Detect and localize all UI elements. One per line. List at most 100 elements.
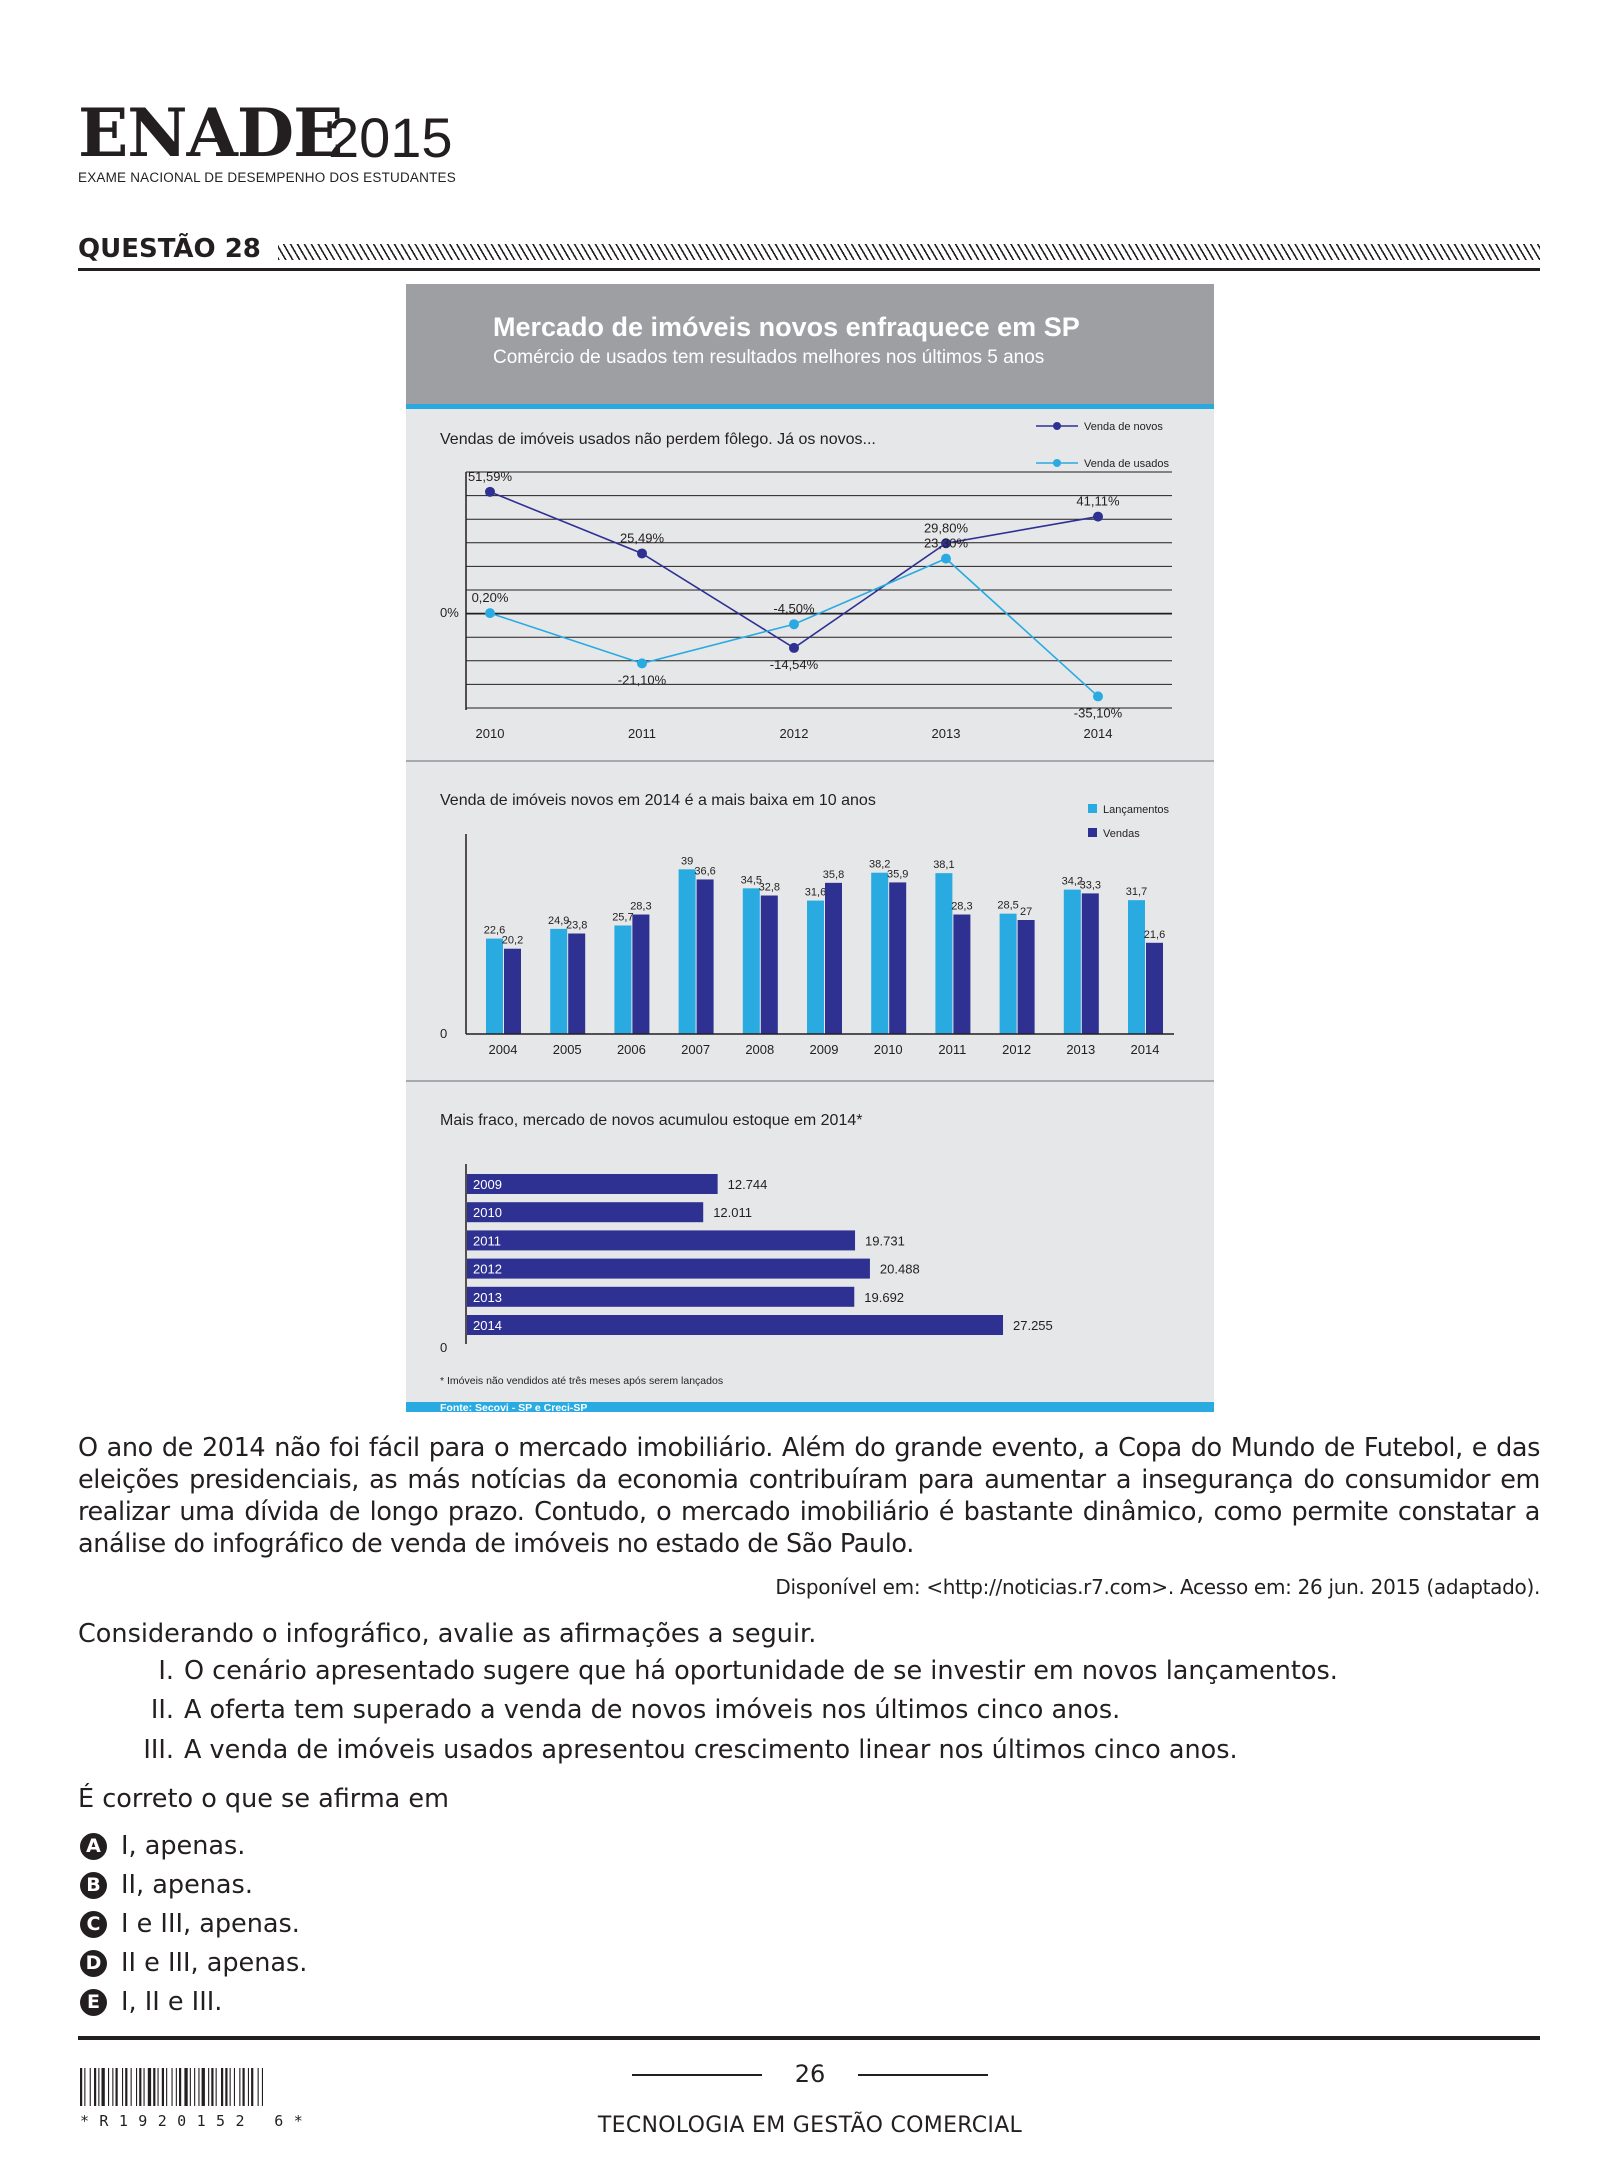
barcode-bar: [201, 2068, 205, 2106]
data-label: 41,11%: [1076, 494, 1120, 509]
enade-logo-year: 2015: [328, 106, 453, 169]
page-number-line-left: [632, 2074, 762, 2076]
option-e[interactable]: E I, II e III.: [80, 1986, 222, 2018]
barcode-bar: [130, 2068, 132, 2106]
page-number: 26: [794, 2060, 826, 2088]
barcode-bar: [184, 2068, 188, 2106]
hbar-value-label: 12.744: [728, 1177, 768, 1192]
data-label: -14,54%: [770, 657, 819, 672]
bar-lancamentos: [614, 925, 632, 1034]
bar-value-label: 21,6: [1144, 929, 1165, 941]
x-tick-label: 2008: [745, 1042, 774, 1057]
line-chart-title: Vendas de imóveis usados não perdem fôle…: [440, 431, 876, 448]
barcode-bar: [147, 2068, 152, 2106]
hbar: [467, 1286, 855, 1307]
footer-course-title: TECNOLOGIA EM GESTÃO COMERCIAL: [597, 2113, 1023, 2138]
data-point: [485, 608, 495, 619]
data-label: 23,30%: [924, 536, 969, 551]
bar-value-label: 28,3: [630, 901, 651, 913]
hbar-value-label: 27.255: [1013, 1318, 1053, 1333]
legend-swatch-lancamentos: [1088, 804, 1097, 813]
data-point: [789, 619, 799, 630]
legend-marker-novos: [1053, 422, 1061, 430]
passage-text: O ano de 2014 não foi fácil para o merca…: [78, 1433, 1540, 1559]
legend-label-lancamentos: Lançamentos: [1103, 804, 1170, 816]
enade-logo-subtitle: EXAME NACIONAL DE DESEMPENHO DOS ESTUDAN…: [78, 170, 456, 185]
question-title-rule: [78, 268, 1540, 271]
barcode-bar: [84, 2068, 86, 2106]
data-point: [941, 538, 951, 549]
legend-marker-usados: [1053, 459, 1061, 467]
hbar: [467, 1174, 718, 1194]
statement-text: A venda de imóveis usados apresentou cre…: [184, 1735, 1238, 1765]
x-tick-label: 2010: [476, 726, 505, 741]
footer-rule: [78, 2036, 1540, 2040]
hbar-chart-zero-label: 0: [440, 1340, 447, 1355]
hbar-chart-title: Mais fraco, mercado de novos acumulou es…: [440, 1112, 862, 1129]
infographic-header-accent: [406, 404, 1214, 409]
hbar-category-label: 2014: [473, 1318, 502, 1333]
x-tick-label: 2013: [1066, 1042, 1095, 1057]
x-tick-label: 2007: [681, 1042, 710, 1057]
data-label: 25,49%: [620, 530, 665, 545]
bar-value-label: 34,2: [1062, 876, 1083, 888]
option-text: II, apenas.: [121, 1870, 253, 1900]
option-c[interactable]: C I e III, apenas.: [80, 1908, 300, 1940]
bar-value-label: 31,7: [1126, 886, 1147, 898]
bar-lancamentos: [1063, 889, 1081, 1034]
legend-label-usados: Venda de usados: [1084, 458, 1170, 470]
x-tick-label: 2014: [1131, 1042, 1160, 1057]
option-letter-badge: A: [80, 1832, 107, 1860]
bar-lancamentos: [678, 869, 696, 1034]
option-b[interactable]: B II, apenas.: [80, 1869, 253, 1901]
bar-value-label: 36,6: [694, 865, 715, 877]
statement-1: I. O cenário apresentado sugere que há op…: [108, 1655, 1338, 1687]
bar-value-label: 28,3: [951, 901, 972, 913]
barcode-bar: [215, 2068, 217, 2106]
option-d[interactable]: D II e III, apenas.: [80, 1947, 307, 1979]
barcode-bar: [189, 2068, 191, 2106]
barcode-bar: [198, 2068, 200, 2106]
hbar: [467, 1258, 870, 1279]
data-label: -35,10%: [1074, 705, 1123, 720]
bar-lancamentos: [486, 938, 503, 1034]
infographic-footer-band: [406, 1402, 1214, 1412]
barcode-bar: [80, 2068, 83, 2106]
x-tick-label: 2011: [938, 1042, 966, 1057]
hbar-category-label: 2010: [473, 1205, 502, 1220]
option-text: I, II e III.: [121, 1987, 223, 2017]
statement-number: I.: [158, 1656, 174, 1686]
data-point: [637, 658, 647, 669]
statement-2: II. A oferta tem superado a venda de novo…: [108, 1694, 1120, 1726]
option-a[interactable]: A I, apenas.: [80, 1830, 245, 1862]
question-title-hatch: [278, 244, 1540, 260]
bar-value-label: 35,8: [823, 869, 844, 881]
bar-value-label: 33,3: [1080, 879, 1101, 891]
barcode-bar: [211, 2068, 214, 2106]
hbar-value-label: 12.011: [713, 1205, 752, 1220]
barcode-bar: [166, 2068, 168, 2106]
infographic-header: [406, 284, 1214, 404]
hbar-value-label: 19.731: [865, 1233, 905, 1248]
option-letter-badge: D: [80, 1949, 107, 1977]
bar-value-label: 38,2: [869, 859, 890, 871]
bar-vendas: [760, 895, 778, 1034]
infographic-source: Fonte: Secovi - SP e Creci-SP: [440, 1402, 587, 1412]
barcode-bar: [125, 2068, 128, 2106]
x-tick-label: 2005: [553, 1042, 582, 1057]
bar-chart: Venda de imóveis novos em 2014 é a mais …: [440, 792, 1174, 1057]
line-chart: Vendas de imóveis usados não perdem fôle…: [440, 421, 1172, 741]
data-label: 0,20%: [472, 590, 509, 605]
barcode-bar: [233, 2068, 235, 2106]
passage-source: Disponível em: <http://noticias.r7.com>.…: [775, 1575, 1540, 1599]
hbar-category-label: 2012: [473, 1262, 502, 1277]
bar-lancamentos: [550, 928, 568, 1034]
barcode-bar: [229, 2068, 231, 2106]
bar-vendas: [696, 879, 714, 1034]
data-point: [637, 548, 647, 559]
x-tick-label: 2009: [810, 1042, 839, 1057]
barcode-bar: [251, 2068, 254, 2106]
bar-value-label: 28,5: [997, 900, 1018, 912]
barcode-text: *R1920152 6*: [80, 2112, 314, 2130]
